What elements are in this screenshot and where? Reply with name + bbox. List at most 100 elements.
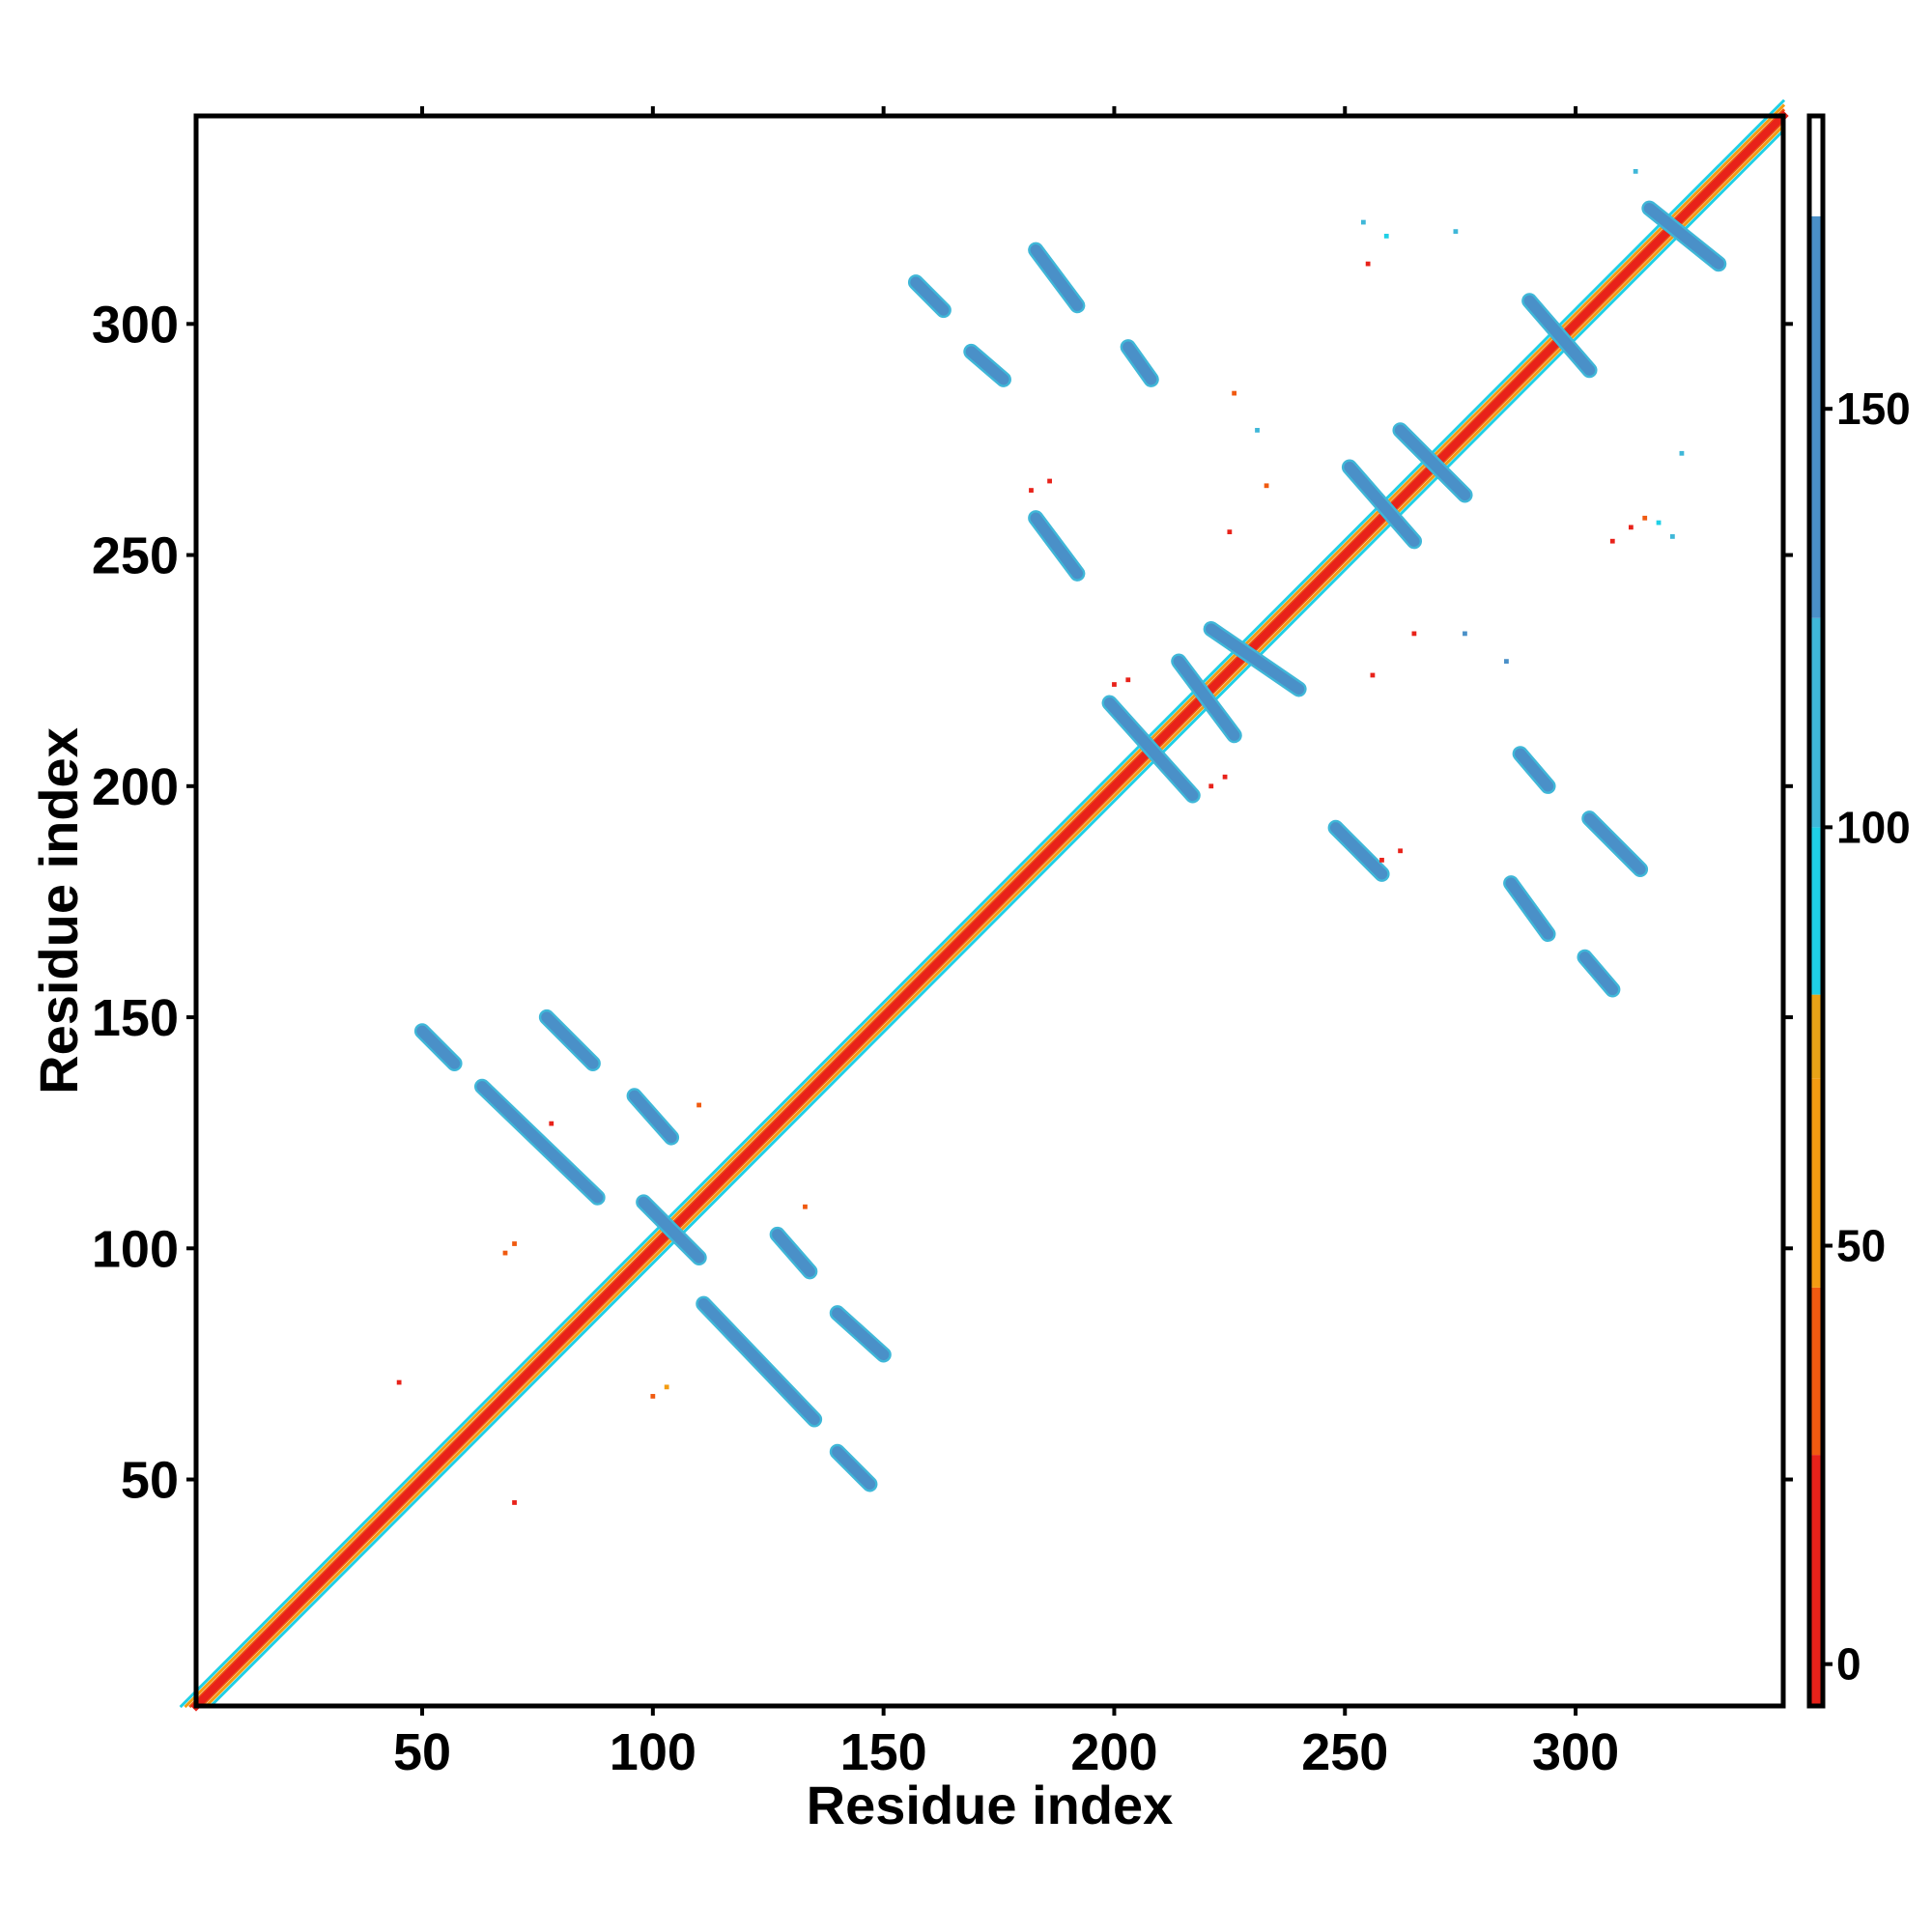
contact-point	[1232, 390, 1237, 396]
diagonal-band-2-upper	[199, 119, 1786, 1709]
heatmap-cells	[179, 99, 1789, 1712]
contact-segment	[416, 1025, 461, 1069]
contact-point	[1365, 261, 1371, 267]
y-tick-label: 250	[92, 527, 179, 585]
colorbar-band	[1809, 994, 1823, 1079]
y-tick-label: 50	[121, 1452, 179, 1510]
y-tick-label: 200	[92, 758, 179, 816]
contact-point	[1463, 631, 1467, 637]
contact-segment	[1329, 822, 1388, 880]
contact-segment	[697, 1297, 820, 1426]
y-axis-label: Residue index	[28, 727, 89, 1094]
contact-segment	[541, 1011, 599, 1069]
x-tick-label: 50	[393, 1723, 451, 1781]
contact-point	[1669, 534, 1675, 539]
contact-point	[1029, 488, 1034, 493]
diagonal-band-0-lower	[179, 99, 1786, 1709]
x-tick-label: 150	[840, 1723, 927, 1781]
colorbar-tick-label: 50	[1836, 1221, 1886, 1271]
contact-point	[1227, 529, 1233, 535]
contact-segment	[772, 1229, 815, 1277]
contact-point	[1047, 478, 1052, 484]
colorbar-tick-label: 150	[1836, 384, 1911, 434]
contact-point	[1112, 682, 1117, 687]
contact-segment	[910, 276, 950, 316]
axis-ticks: 50 100 150 200 250 300 50 100 150 200 250 300	[92, 106, 1793, 1781]
contact-point	[1633, 169, 1638, 174]
contact-segment	[629, 1090, 677, 1144]
contact-point	[1208, 783, 1214, 789]
plot-frame	[193, 113, 1786, 1709]
contact-point	[1379, 857, 1384, 863]
contact-segment	[1583, 812, 1646, 875]
contact-point	[1383, 234, 1389, 239]
contact-point	[1642, 515, 1648, 521]
contact-point	[1504, 659, 1509, 665]
colorbar-band	[1809, 1287, 1823, 1456]
colorbar-band	[1809, 617, 1823, 828]
contact-point	[1679, 450, 1685, 456]
x-tick-label: 250	[1301, 1723, 1388, 1781]
contact-segment	[1122, 341, 1157, 385]
contact-segment	[1394, 424, 1471, 501]
diagonal-band-1-lower	[184, 103, 1786, 1709]
x-tick-label: 300	[1532, 1723, 1619, 1781]
contact-point	[1125, 677, 1131, 683]
contact-segment	[832, 1446, 876, 1491]
contact-segment	[1030, 244, 1083, 311]
colorbar-band	[1809, 827, 1823, 995]
contact-segment	[1578, 952, 1619, 996]
contact-point	[1628, 525, 1634, 530]
contact-point	[803, 1204, 808, 1209]
contact-point	[1609, 538, 1615, 544]
contact-point	[1711, 261, 1717, 267]
colorbar: 0 50 100 150	[1809, 116, 1911, 1706]
contact-point	[1411, 631, 1417, 637]
colorbar-band	[1809, 1455, 1823, 1706]
diagonal-band-2-lower	[188, 108, 1786, 1709]
x-axis-label: Residue index	[807, 1775, 1174, 1835]
contact-segment	[1173, 655, 1240, 741]
contact-segment	[1344, 461, 1420, 547]
contact-point	[512, 1241, 517, 1246]
x-tick-label: 200	[1070, 1723, 1157, 1781]
x-tick-label: 100	[610, 1723, 696, 1781]
contact-point	[1255, 427, 1260, 433]
contact-segment	[832, 1307, 890, 1361]
y-tick-label: 300	[92, 296, 179, 354]
colorbar-tick-label: 100	[1836, 802, 1911, 852]
contact-point	[696, 1102, 701, 1108]
contact-point	[664, 1384, 669, 1390]
contact-point	[650, 1394, 656, 1399]
contact-segment	[1206, 623, 1305, 696]
contact-segment	[1103, 696, 1199, 802]
diagonal-band-1-upper	[204, 124, 1786, 1709]
contact-point	[396, 1379, 402, 1385]
diagonal-band-3-upper	[190, 110, 1789, 1712]
contact-segment	[965, 346, 1009, 385]
colorbar-tick-label: 0	[1836, 1639, 1861, 1690]
y-tick-label: 150	[92, 989, 179, 1047]
contact-segment	[638, 1196, 705, 1264]
y-tick-label: 100	[92, 1220, 179, 1278]
contact-point	[549, 1121, 554, 1126]
contact-point	[512, 1500, 517, 1505]
diagonal-band-0-upper	[209, 128, 1786, 1709]
contact-segment	[1643, 202, 1724, 270]
contact-point	[1222, 774, 1228, 780]
colorbar-frame	[1806, 113, 1826, 1709]
contact-point	[1398, 848, 1403, 854]
contact-segment	[1515, 748, 1554, 792]
contact-segment	[1030, 512, 1083, 580]
contact-segment	[1505, 877, 1554, 940]
contact-segment	[1523, 295, 1596, 376]
contact-point	[1453, 229, 1459, 235]
contact-point	[1370, 672, 1376, 678]
contact-segment	[476, 1081, 604, 1204]
contact-point	[1656, 520, 1662, 526]
colorbar-band	[1809, 215, 1823, 618]
contact-point	[502, 1250, 508, 1256]
colorbar-band	[1809, 116, 1823, 216]
contact-point	[1360, 219, 1366, 225]
